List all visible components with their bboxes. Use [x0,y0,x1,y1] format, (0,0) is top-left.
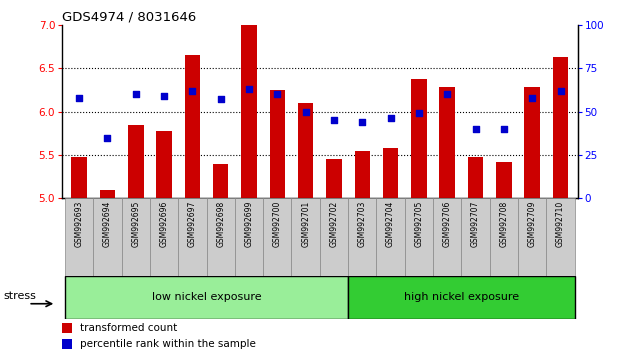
Text: GSM992700: GSM992700 [273,201,282,247]
Bar [263,198,291,276]
Point [244,86,254,92]
Text: GSM992704: GSM992704 [386,201,395,247]
Bar [235,198,263,276]
Text: GSM992707: GSM992707 [471,201,480,247]
Bar [270,90,285,198]
Bar [348,276,574,319]
Point [301,109,310,114]
Bar [71,156,87,198]
Point [527,95,537,101]
Text: GSM992698: GSM992698 [216,201,225,247]
Text: GDS4974 / 8031646: GDS4974 / 8031646 [62,11,196,24]
Point [471,126,481,132]
Bar [128,125,143,198]
Text: GSM992710: GSM992710 [556,201,565,247]
Bar [122,198,150,276]
Bar [99,190,116,198]
Bar [62,339,73,349]
Point [414,110,424,116]
Bar [546,198,574,276]
Bar [65,276,348,319]
Text: GSM992708: GSM992708 [499,201,509,247]
Bar [468,158,483,198]
Bar [440,87,455,198]
Text: low nickel exposure: low nickel exposure [152,292,261,302]
Text: GSM992703: GSM992703 [358,201,367,247]
Bar [326,159,342,198]
Bar [355,150,370,198]
Bar [490,198,518,276]
Bar [383,148,399,198]
Bar [298,103,314,198]
Bar [184,55,200,198]
Bar [518,198,546,276]
Bar [93,198,122,276]
Point [102,135,112,140]
Text: GSM992695: GSM992695 [131,201,140,247]
Point [499,126,509,132]
Bar [461,198,490,276]
Point [159,93,169,99]
Bar [150,198,178,276]
Point [442,91,452,97]
Bar [411,79,427,198]
Bar [496,162,512,198]
Bar [291,198,320,276]
Bar [376,198,405,276]
Text: GSM992697: GSM992697 [188,201,197,247]
Bar [348,198,376,276]
Text: GSM992705: GSM992705 [414,201,424,247]
Point [273,91,283,97]
Text: GSM992706: GSM992706 [443,201,451,247]
Bar [241,25,257,198]
Point [74,95,84,101]
Text: stress: stress [3,291,36,301]
Bar [65,198,93,276]
Bar [405,198,433,276]
Text: transformed count: transformed count [80,323,178,333]
Text: GSM992694: GSM992694 [103,201,112,247]
Point [386,116,396,121]
Bar [62,323,73,333]
Text: GSM992709: GSM992709 [528,201,537,247]
Bar [207,198,235,276]
Bar [156,131,172,198]
Text: GSM992701: GSM992701 [301,201,310,247]
Bar [320,198,348,276]
Point [357,119,367,125]
Bar [524,87,540,198]
Text: GSM992702: GSM992702 [330,201,338,247]
Text: high nickel exposure: high nickel exposure [404,292,519,302]
Point [215,97,225,102]
Bar [433,198,461,276]
Text: percentile rank within the sample: percentile rank within the sample [80,339,256,349]
Bar [178,198,207,276]
Point [188,88,197,93]
Point [329,118,339,123]
Point [556,88,566,93]
Text: GSM992696: GSM992696 [160,201,168,247]
Text: GSM992693: GSM992693 [75,201,84,247]
Bar [213,164,229,198]
Text: GSM992699: GSM992699 [245,201,253,247]
Bar [553,57,568,198]
Point [131,91,141,97]
